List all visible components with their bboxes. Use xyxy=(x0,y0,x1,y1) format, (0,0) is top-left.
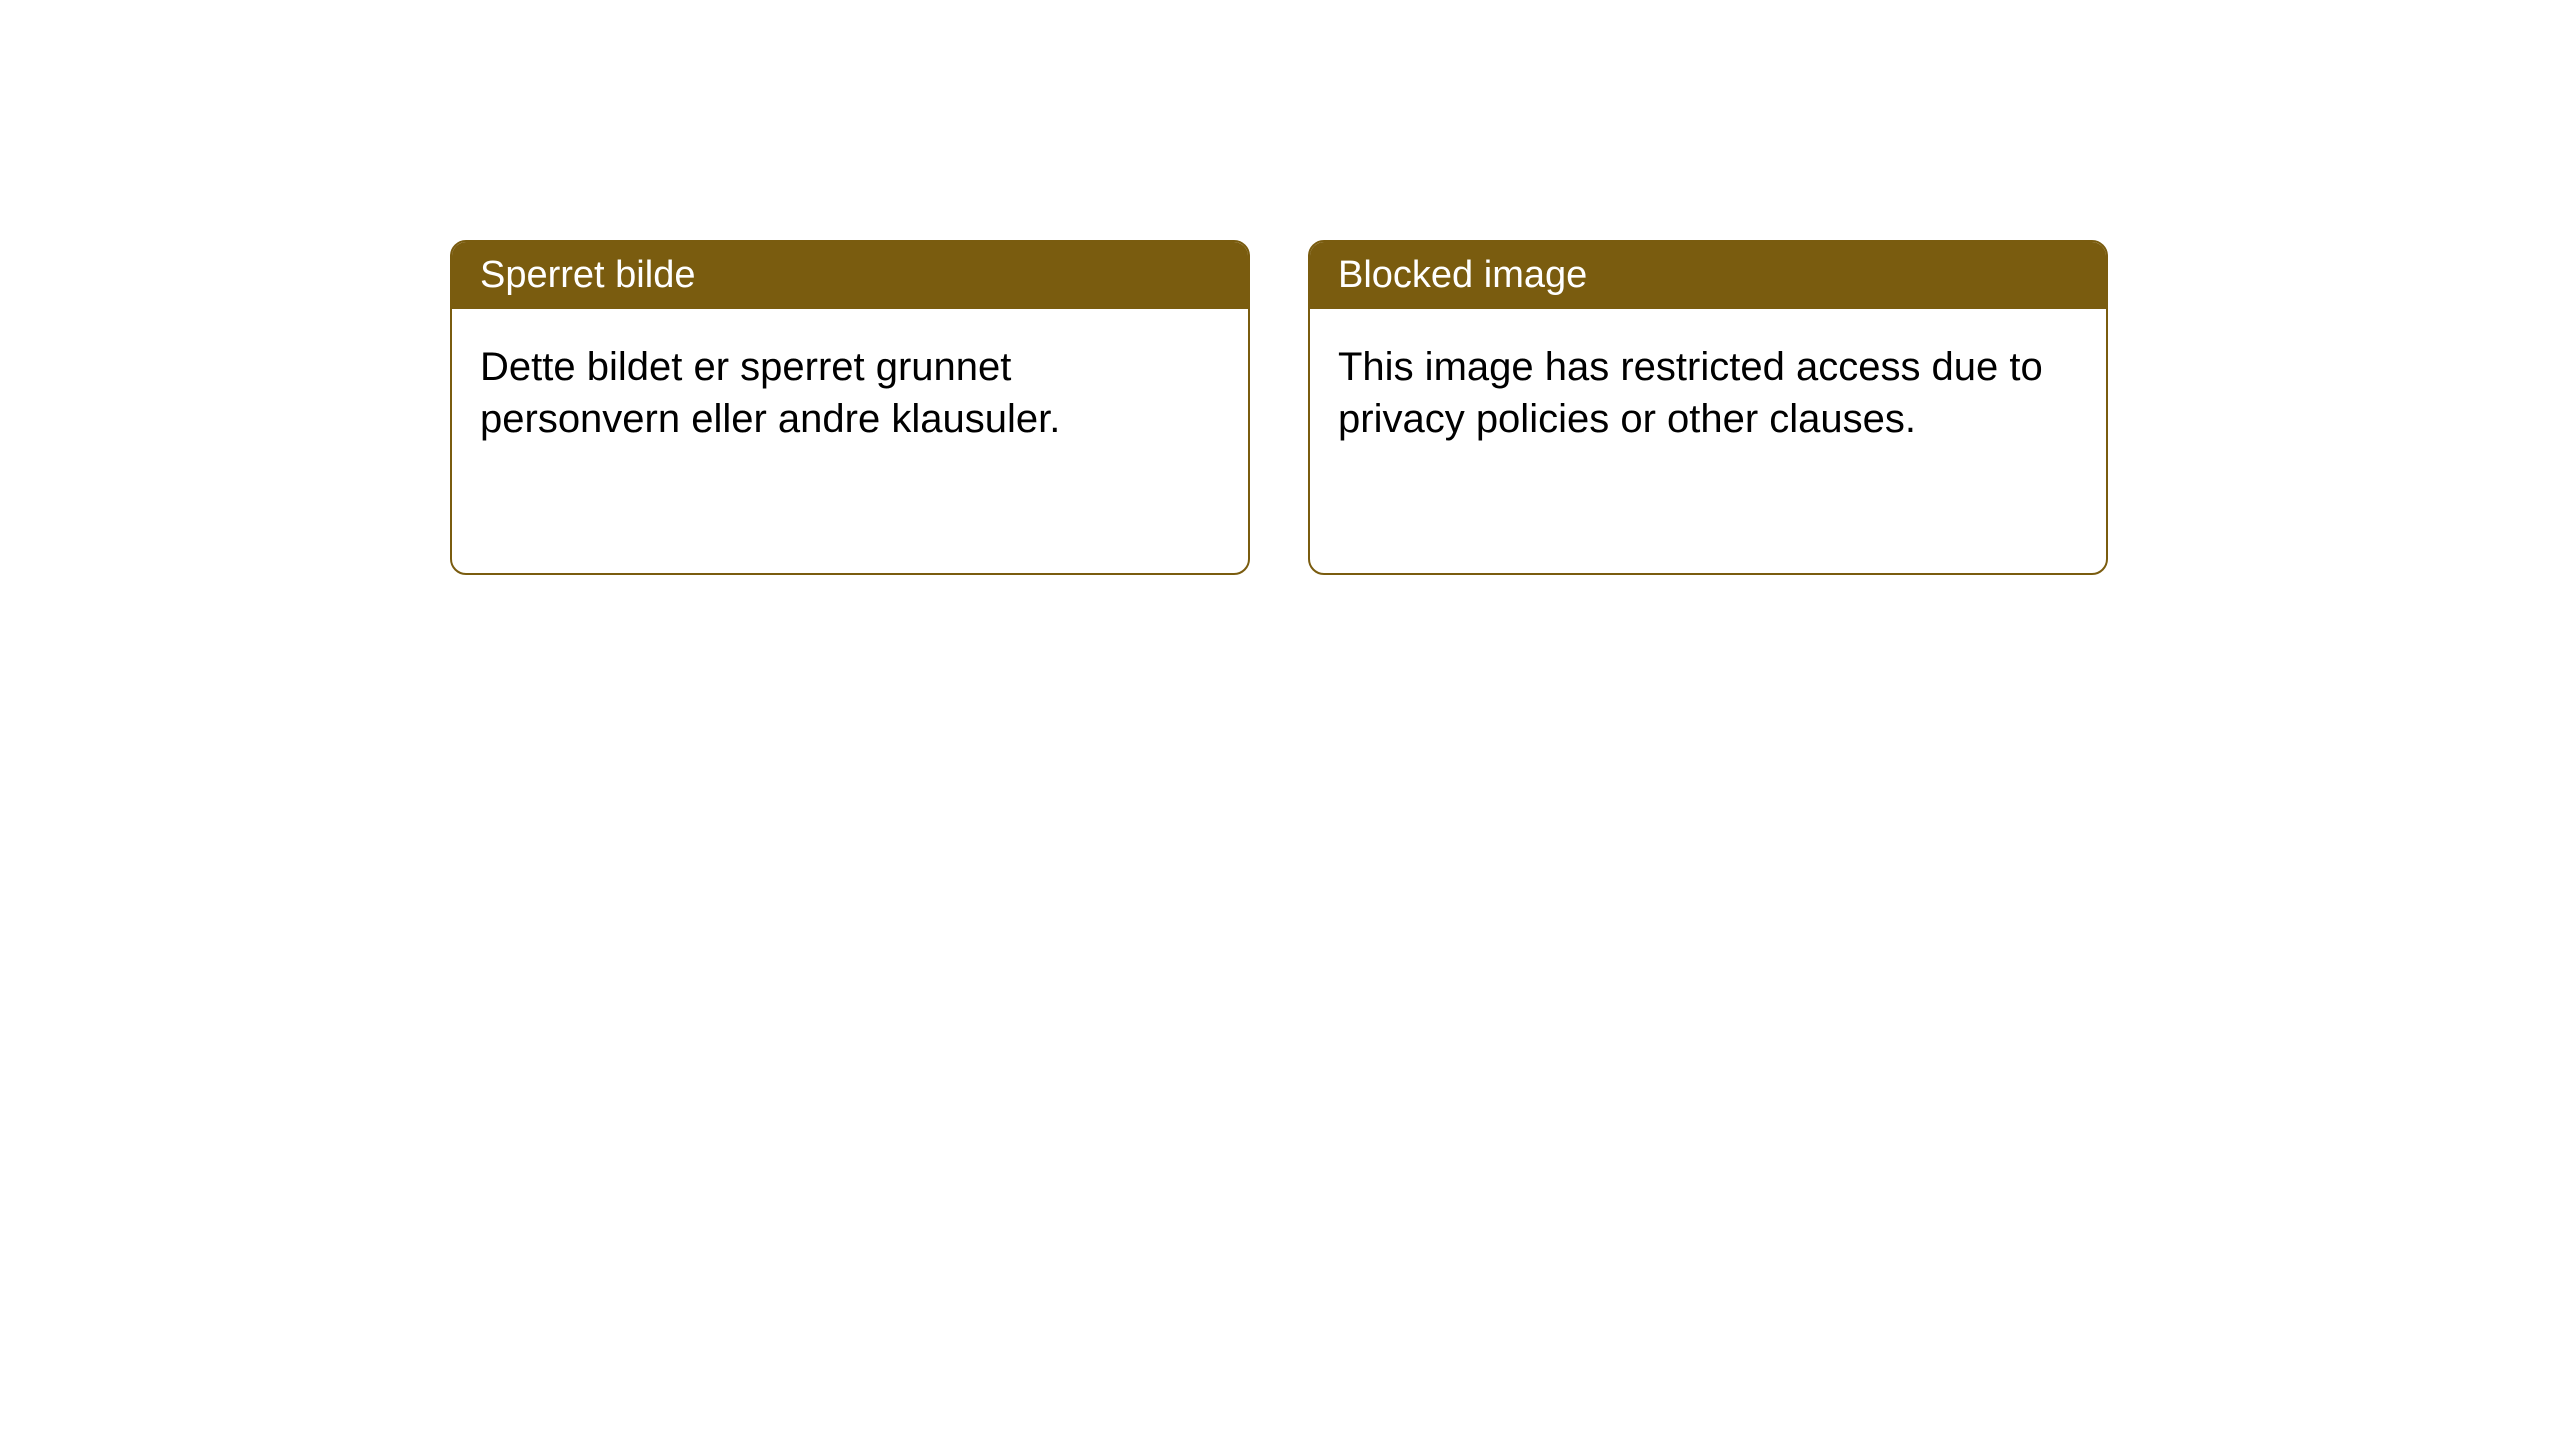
notice-card-english: Blocked image This image has restricted … xyxy=(1308,240,2108,575)
card-body: This image has restricted access due to … xyxy=(1310,309,2106,477)
card-header: Sperret bilde xyxy=(452,242,1248,309)
notice-cards-container: Sperret bilde Dette bildet er sperret gr… xyxy=(450,240,2560,575)
card-header: Blocked image xyxy=(1310,242,2106,309)
card-body-text: This image has restricted access due to … xyxy=(1338,345,2043,441)
card-title: Sperret bilde xyxy=(480,254,695,296)
card-body: Dette bildet er sperret grunnet personve… xyxy=(452,309,1248,477)
card-title: Blocked image xyxy=(1338,254,1587,296)
card-body-text: Dette bildet er sperret grunnet personve… xyxy=(480,345,1060,441)
notice-card-norwegian: Sperret bilde Dette bildet er sperret gr… xyxy=(450,240,1250,575)
